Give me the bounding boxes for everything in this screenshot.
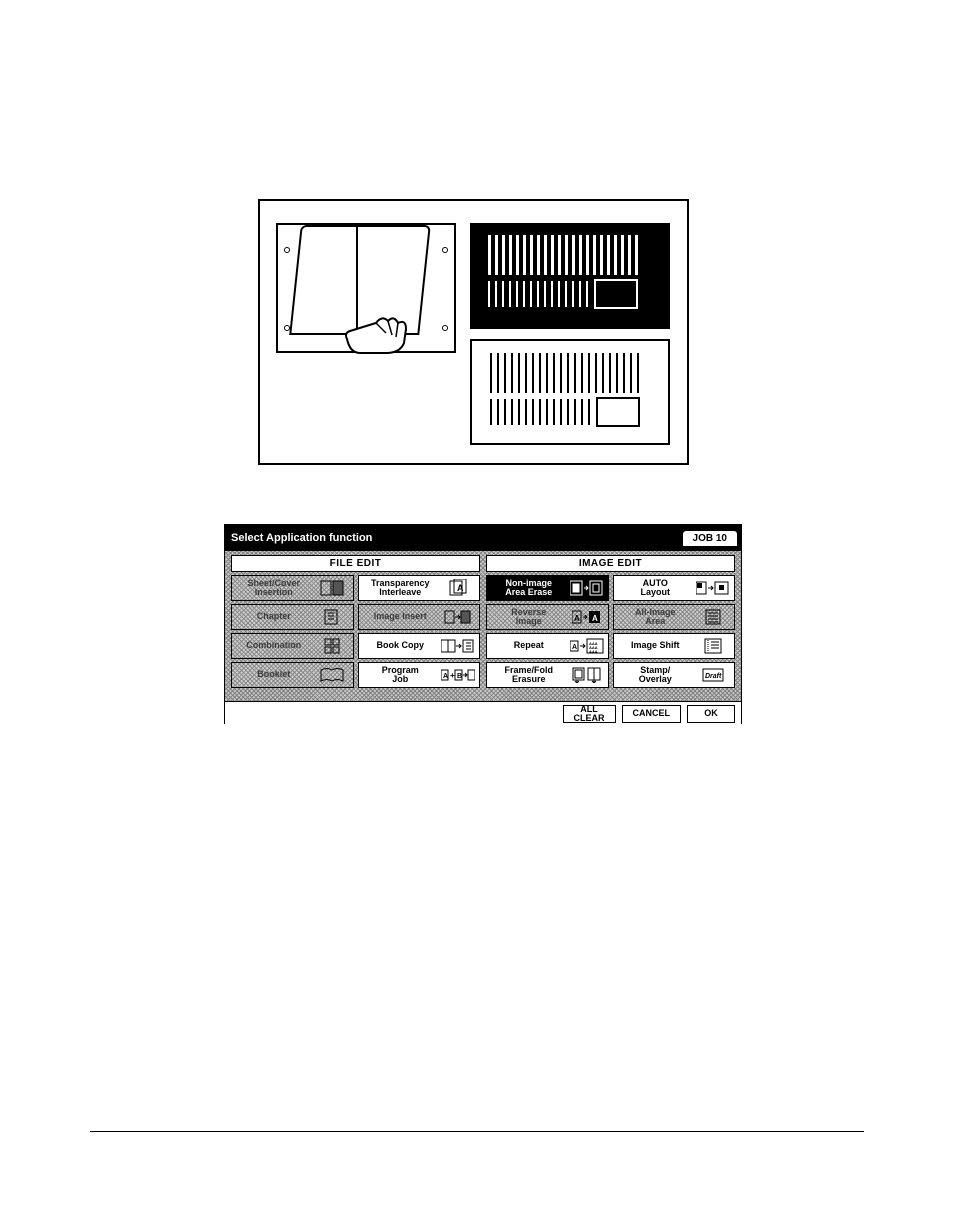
button-label: Non-image Area Erase: [491, 579, 567, 598]
application-panel: Select Application function JOB 10 FILE …: [224, 524, 742, 724]
button-label: ALL CLEAR: [574, 705, 605, 721]
binding-hole: [442, 325, 448, 331]
reverse-image-button[interactable]: Reverse Image AA: [486, 604, 609, 630]
button-label: AUTO Layout: [618, 579, 694, 598]
file-edit-column: FILE EDIT Sheet/Cover Insertion Transpar…: [231, 555, 480, 699]
booklet-icon: [315, 666, 349, 684]
binding-hole: [442, 247, 448, 253]
image-edit-header: IMAGE EDIT: [486, 555, 735, 572]
stamp-icon: Draft: [696, 666, 730, 684]
svg-text:A: A: [572, 644, 577, 651]
all-image-icon: [696, 608, 730, 626]
sheet-cover-insertion-button[interactable]: Sheet/Cover Insertion: [231, 575, 354, 601]
preview-square: [596, 397, 640, 427]
page-root: Select Application function JOB 10 FILE …: [0, 0, 954, 1230]
transparency-icon: A: [441, 579, 475, 597]
button-label: Transparency Interleave: [363, 579, 439, 598]
title-bar: Select Application function JOB 10: [225, 525, 741, 551]
button-label: All-Image Area: [618, 608, 694, 627]
all-clear-button[interactable]: ALL CLEAR: [563, 705, 616, 723]
cancel-button[interactable]: CANCEL: [622, 705, 682, 723]
button-label: Program Job: [363, 666, 439, 685]
button-label: Sheet/Cover Insertion: [236, 579, 312, 598]
frame-fold-icon: [570, 666, 604, 684]
svg-text:A: A: [457, 583, 464, 593]
hand-icon: [342, 309, 412, 357]
chapter-icon: [315, 608, 349, 626]
reverse-image-icon: AA: [570, 608, 604, 626]
button-label: Booklet: [236, 670, 312, 679]
combination-icon: [315, 637, 349, 655]
button-label: Reverse Image: [491, 608, 567, 627]
chapter-button[interactable]: Chapter: [231, 604, 354, 630]
preview-dark: [470, 223, 670, 329]
repeat-icon: AAAAAAAAAA: [570, 637, 604, 655]
svg-text:A: A: [443, 673, 448, 680]
binding-hole: [284, 247, 290, 253]
svg-text:+: +: [450, 671, 455, 680]
svg-text:A: A: [592, 614, 598, 623]
stamp-overlay-button[interactable]: Stamp/ Overlay Draft: [613, 662, 736, 688]
button-label: Chapter: [236, 612, 312, 621]
svg-text:AAA: AAA: [589, 649, 598, 654]
image-insert-button[interactable]: Image Insert: [358, 604, 481, 630]
preview-light: [470, 339, 670, 445]
image-shift-button[interactable]: Image Shift: [613, 633, 736, 659]
non-image-erase-icon: [570, 579, 604, 597]
panel-body: FILE EDIT Sheet/Cover Insertion Transpar…: [225, 551, 741, 701]
button-label: OK: [704, 709, 718, 717]
file-edit-header: FILE EDIT: [231, 555, 480, 572]
image-insert-icon: [441, 608, 475, 626]
button-label: Stamp/ Overlay: [618, 666, 694, 685]
repeat-button[interactable]: Repeat AAAAAAAAAA: [486, 633, 609, 659]
book-copy-button[interactable]: Book Copy: [358, 633, 481, 659]
illustration-frame: [258, 199, 689, 465]
auto-layout-button[interactable]: AUTO Layout: [613, 575, 736, 601]
image-edit-column: IMAGE EDIT Non-image Area Erase AUTO Lay…: [486, 555, 735, 699]
svg-text:B: B: [457, 673, 462, 680]
preview-square: [594, 279, 638, 309]
panel-footer: ALL CLEAR CANCEL OK: [225, 701, 741, 725]
button-label: Combination: [236, 641, 312, 650]
button-label: Book Copy: [363, 641, 439, 650]
barcode-lines: [488, 281, 588, 307]
transparency-interleave-button[interactable]: Transparency Interleave A: [358, 575, 481, 601]
job-tab: JOB 10: [683, 531, 737, 546]
non-image-area-erase-button[interactable]: Non-image Area Erase: [486, 575, 609, 601]
button-label: Frame/Fold Erasure: [491, 666, 567, 685]
svg-text:Draft: Draft: [705, 673, 722, 680]
barcode-lines: [490, 353, 640, 393]
program-job-icon: A+B: [441, 666, 475, 684]
book-copy-icon: [441, 637, 475, 655]
barcode-lines: [488, 235, 638, 275]
program-job-button[interactable]: Program Job A+B: [358, 662, 481, 688]
ok-button[interactable]: OK: [687, 705, 735, 723]
button-label: Image Shift: [618, 641, 694, 650]
sheet-cover-icon: [315, 579, 349, 597]
page-divider: [90, 1131, 864, 1132]
svg-text:A: A: [574, 614, 580, 623]
button-label: Repeat: [491, 641, 567, 650]
button-label: Image Insert: [363, 612, 439, 621]
image-shift-icon: [696, 637, 730, 655]
booklet-button[interactable]: Booklet: [231, 662, 354, 688]
frame-fold-erasure-button[interactable]: Frame/Fold Erasure: [486, 662, 609, 688]
barcode-lines: [490, 399, 590, 425]
all-image-area-button[interactable]: All-Image Area: [613, 604, 736, 630]
button-label: CANCEL: [633, 709, 671, 717]
panel-title: Select Application function: [231, 532, 372, 544]
auto-layout-icon: [696, 579, 730, 597]
combination-button[interactable]: Combination: [231, 633, 354, 659]
